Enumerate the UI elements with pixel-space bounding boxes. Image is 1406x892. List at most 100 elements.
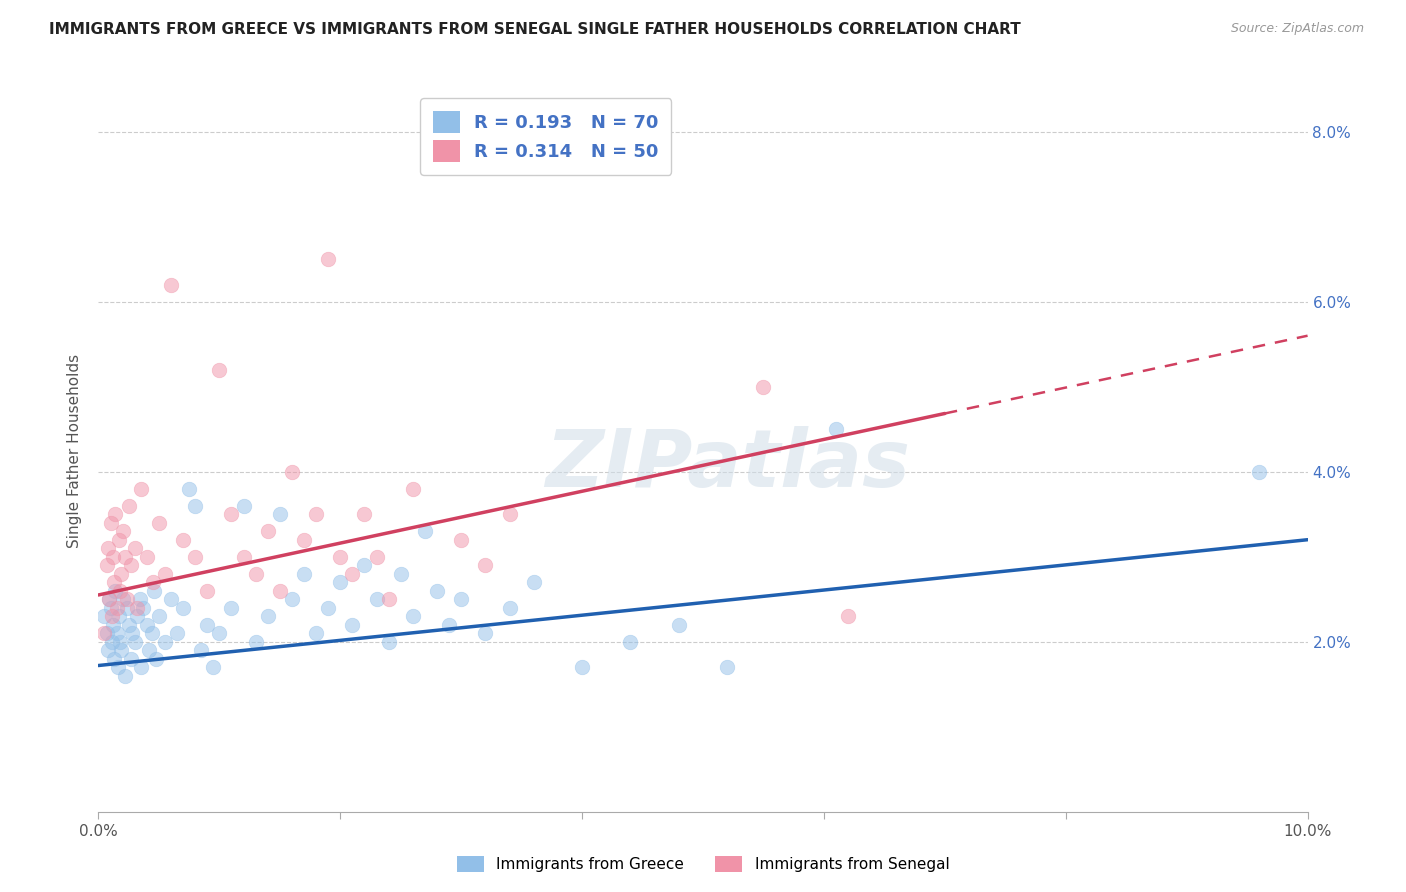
Point [172, 600, 194, 615]
Point [124, 634, 146, 648]
Point [202, 660, 225, 674]
Point [98, 592, 121, 607]
Point [752, 380, 775, 394]
Point [668, 617, 690, 632]
Point [195, 583, 218, 598]
Text: IMMIGRANTS FROM GREECE VS IMMIGRANTS FROM SENEGAL SINGLE FATHER HOUSEHOLDS CORRE: IMMIGRANTS FROM GREECE VS IMMIGRANTS FRO… [49, 22, 1021, 37]
Legend: R = 0.193   N = 70, R = 0.314   N = 50: R = 0.193 N = 70, R = 0.314 N = 50 [420, 98, 672, 175]
Point [269, 583, 291, 598]
Point [366, 549, 388, 564]
Point [402, 482, 425, 496]
Point [316, 600, 339, 615]
Point [101, 617, 124, 632]
Point [402, 609, 425, 624]
Point [103, 575, 125, 590]
Y-axis label: Single Father Households: Single Father Households [67, 353, 83, 548]
Point [93, 626, 115, 640]
Point [190, 643, 212, 657]
Point [110, 643, 132, 657]
Point [104, 583, 127, 598]
Point [166, 626, 188, 640]
Point [221, 507, 243, 521]
Point [256, 524, 278, 539]
Point [292, 566, 315, 581]
Point [377, 592, 399, 607]
Point [172, 533, 194, 547]
Point [100, 634, 122, 648]
Point [498, 507, 520, 521]
Point [107, 660, 129, 674]
Point [111, 524, 134, 539]
Point [111, 592, 134, 607]
Point [281, 592, 304, 607]
Point [1249, 465, 1271, 479]
Point [153, 634, 176, 648]
Point [118, 499, 141, 513]
Point [208, 362, 231, 376]
Point [619, 634, 641, 648]
Point [474, 626, 496, 640]
Point [281, 465, 304, 479]
Point [292, 533, 315, 547]
Point [127, 600, 149, 615]
Point [100, 600, 122, 615]
Point [135, 549, 157, 564]
Point [413, 524, 436, 539]
Point [498, 600, 520, 615]
Point [389, 566, 412, 581]
Point [145, 651, 167, 665]
Point [437, 617, 460, 632]
Point [179, 482, 201, 496]
Point [316, 252, 339, 267]
Point [426, 583, 449, 598]
Point [108, 533, 131, 547]
Point [148, 609, 170, 624]
Point [221, 600, 243, 615]
Point [97, 643, 120, 657]
Point [474, 558, 496, 573]
Point [141, 626, 163, 640]
Point [342, 566, 364, 581]
Point [232, 549, 254, 564]
Point [153, 566, 176, 581]
Point [135, 617, 157, 632]
Point [269, 507, 291, 521]
Point [97, 541, 120, 556]
Point [571, 660, 593, 674]
Point [100, 609, 122, 624]
Point [329, 575, 352, 590]
Point [143, 583, 166, 598]
Point [142, 575, 165, 590]
Point [377, 634, 399, 648]
Point [98, 592, 121, 607]
Point [103, 651, 125, 665]
Text: ZIPatlas: ZIPatlas [544, 425, 910, 504]
Point [160, 277, 183, 292]
Point [114, 549, 136, 564]
Point [96, 626, 118, 640]
Point [138, 643, 160, 657]
Point [353, 558, 375, 573]
Point [329, 549, 352, 564]
Point [117, 600, 139, 615]
Point [160, 592, 183, 607]
Point [256, 609, 278, 624]
Point [128, 592, 150, 607]
Point [342, 617, 364, 632]
Point [245, 566, 267, 581]
Point [148, 516, 170, 530]
Point [837, 609, 859, 624]
Point [305, 507, 328, 521]
Point [104, 507, 127, 521]
Point [101, 549, 124, 564]
Point [100, 516, 122, 530]
Point [121, 626, 143, 640]
Point [118, 617, 141, 632]
Point [120, 651, 142, 665]
Point [117, 592, 139, 607]
Point [195, 617, 218, 632]
Point [208, 626, 231, 640]
Point [127, 609, 149, 624]
Point [120, 558, 142, 573]
Point [353, 507, 375, 521]
